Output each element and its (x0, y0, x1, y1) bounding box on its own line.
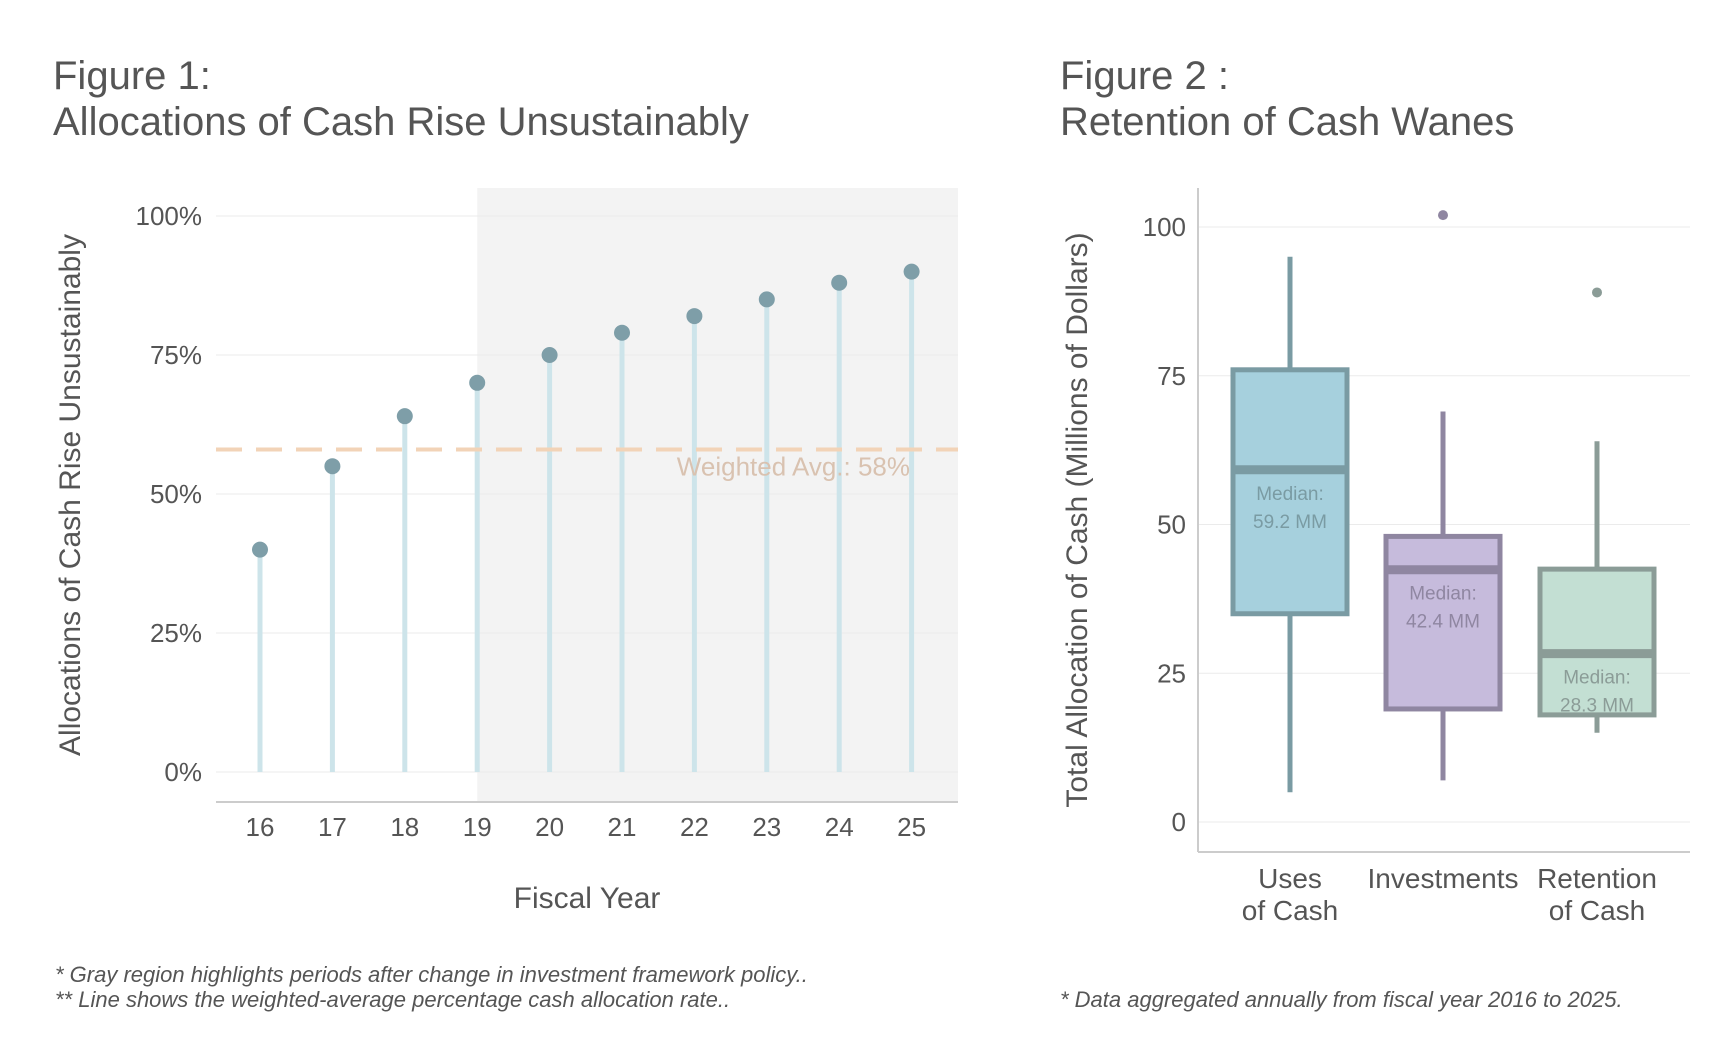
box (1230, 367, 1350, 617)
y-tick-label: 75 (1157, 361, 1186, 391)
box (1383, 533, 1503, 712)
x-tick-label: 20 (535, 812, 564, 842)
y-tick-label: 100% (136, 201, 203, 231)
figure1-footnote-1: * Gray region highlights periods after c… (55, 962, 808, 987)
lollipop-point (396, 408, 413, 425)
figure1-title-line2: Allocations of Cash Rise Unsustainably (53, 100, 749, 144)
figure2-title-line2: Retention of Cash Wanes (1060, 100, 1515, 144)
x-tick-label: Investments (1368, 863, 1519, 894)
lollipop-point (758, 291, 775, 308)
lollipop-point (541, 347, 558, 363)
x-tick-label: Uses (1258, 863, 1322, 894)
median-label: Median: (1409, 584, 1477, 605)
policy-shaded-region (477, 188, 958, 802)
x-tick-label: 18 (390, 812, 419, 842)
figure1-footnote-2: ** Line shows the weighted-average perce… (55, 987, 731, 1012)
y-tick-label: 75% (150, 340, 202, 370)
y-tick-label: 25 (1157, 658, 1186, 688)
weighted-average-label: Weighted Avg.: 58% (677, 452, 910, 482)
lollipop-point (903, 263, 920, 280)
lollipop-point (614, 324, 630, 341)
median-label: Median: (1563, 668, 1631, 689)
figure2-footnote: * Data aggregated annually from fiscal y… (1060, 987, 1623, 1012)
y-tick-label: 50% (150, 479, 202, 509)
median-value-label: 28.3 MM (1560, 696, 1634, 717)
y-axis-title: Allocations of Cash Rise Unsustainably (54, 234, 87, 756)
x-tick-label: 25 (897, 812, 926, 842)
x-tick-label-line2: of Cash (1242, 895, 1339, 926)
x-axis-title: Fiscal Year (514, 882, 661, 915)
lollipop-point (686, 308, 703, 325)
x-tick-label: 21 (608, 812, 637, 842)
figure2-title: Figure 2 : Retention of Cash Wanes (1060, 53, 1514, 145)
x-tick-label: 22 (680, 812, 709, 842)
y-tick-label: 100 (1143, 212, 1186, 242)
x-tick-label: 16 (246, 812, 275, 842)
y-tick-label: 0 (1172, 807, 1186, 837)
x-tick-label: 24 (825, 812, 854, 842)
figure2-title-line1: Figure 2 : (1060, 54, 1229, 98)
outlier-point (1592, 287, 1602, 298)
median-value-label: 59.2 MM (1253, 512, 1327, 533)
outlier-point (1438, 210, 1448, 221)
figure1-title: Figure 1: Allocations of Cash Rise Unsus… (53, 53, 749, 145)
y-tick-label: 50 (1157, 510, 1186, 540)
x-tick-label: 19 (463, 812, 492, 842)
x-tick-label: Retention (1537, 863, 1657, 894)
median-value-label: 42.4 MM (1406, 612, 1480, 633)
figure1-title-line1: Figure 1: (53, 54, 211, 98)
lollipop-point (469, 374, 486, 391)
x-tick-label-line2: of Cash (1549, 895, 1646, 926)
lollipop-point (831, 274, 848, 291)
x-tick-label: 23 (752, 812, 781, 842)
lollipop-point (324, 458, 341, 475)
lollipop-point (252, 541, 268, 558)
box (1537, 566, 1657, 718)
median-label: Median: (1256, 484, 1324, 505)
x-tick-label: 17 (318, 812, 347, 842)
y-tick-label: 25% (150, 618, 202, 648)
y-axis-title: Total Allocation of Cash (Millions of Do… (1061, 232, 1094, 807)
y-tick-label: 0% (164, 757, 202, 787)
